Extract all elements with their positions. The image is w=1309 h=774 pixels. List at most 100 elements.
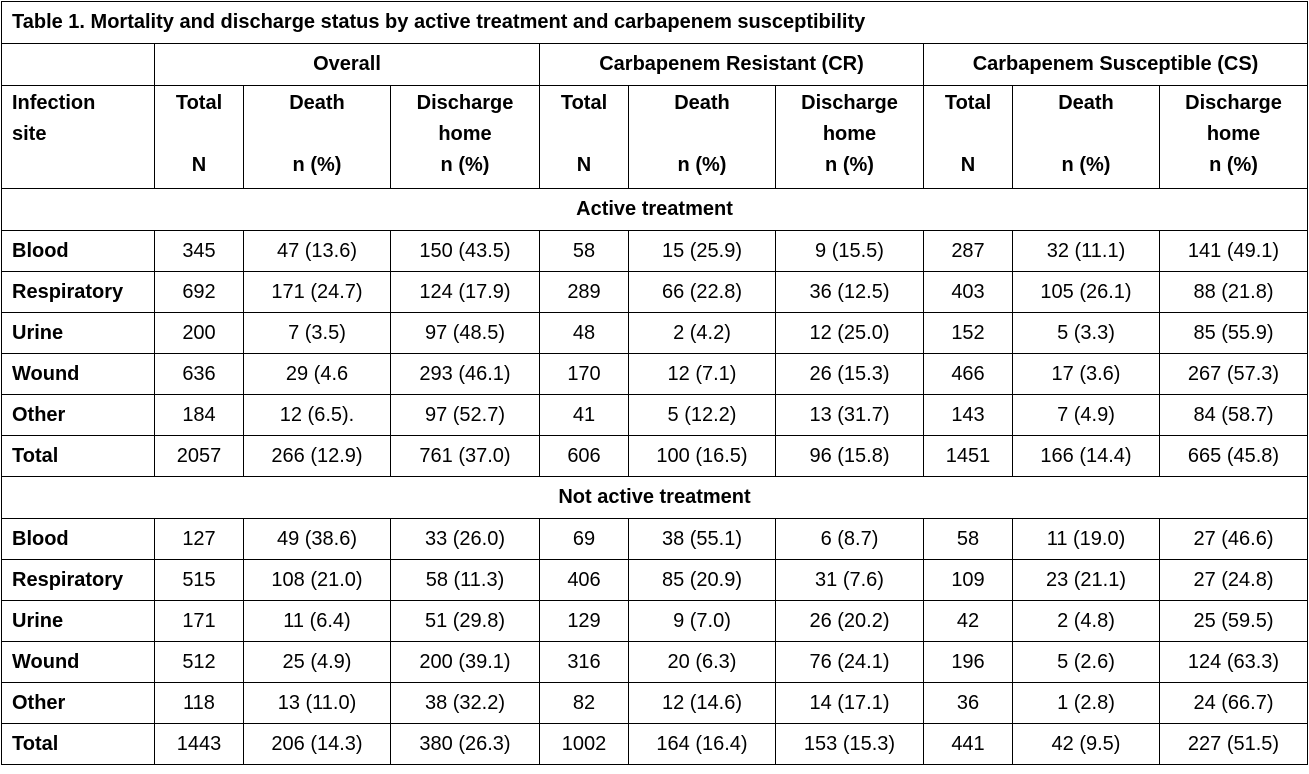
column-header-line [155, 119, 243, 150]
table-row: Blood 127 49 (38.6) 33 (26.0) 69 38 (55.1) 6 (… [1, 518, 1309, 560]
table-cell: 15 (25.9) [628, 230, 776, 272]
table-cell: 24 (66.7) [1158, 682, 1309, 724]
table-row: Blood 345 47 (13.6) 150 (43.5) 58 15 (25.9) 9 … [1, 230, 1309, 272]
table-cell: 227 (51.5) [1158, 723, 1309, 765]
table-title: Table 1. Mortality and discharge status … [0, 1, 1309, 44]
table-cell: 170 [539, 353, 629, 395]
table-cell: 466 [923, 353, 1013, 395]
table-cell: 761 (37.0) [390, 435, 540, 477]
column-header-line: n (%) [292, 154, 342, 176]
table-row: Respiratory 692 171 (24.7) 124 (17.9) 289 66 … [1, 271, 1309, 313]
column-header-line: Death [674, 92, 730, 114]
table-cell: 1002 [539, 723, 629, 765]
table-cell: 171 [154, 600, 244, 642]
table-cell: 206 (14.3) [243, 723, 391, 765]
table-cell: 515 [154, 559, 244, 601]
table-cell: 141 (49.1) [1158, 230, 1309, 272]
table-cell: 636 [154, 353, 244, 395]
table-cell: 287 [923, 230, 1013, 272]
table-cell: 129 [539, 600, 629, 642]
row-label: Respiratory [1, 559, 155, 601]
table-cell: 41 [539, 394, 629, 436]
row-label: Wound [1, 641, 155, 683]
table-cell: 184 [154, 394, 244, 436]
table-cell: 200 [154, 312, 244, 354]
column-header-line: Infection [12, 92, 96, 114]
column-header: Death n (%) [628, 85, 776, 189]
row-label: Respiratory [1, 271, 155, 313]
table-cell: 49 (38.6) [243, 518, 391, 560]
table-cell: 1443 [154, 723, 244, 765]
column-header-line: n (%) [1209, 154, 1258, 176]
table-cell: 27 (24.8) [1158, 559, 1309, 601]
table-cell: 5 (2.6) [1012, 641, 1160, 683]
table-cell: 97 (48.5) [390, 312, 540, 354]
table-cell: 58 [923, 518, 1013, 560]
column-header-line: N [960, 154, 976, 176]
table-cell: 48 [539, 312, 629, 354]
table-cell: 38 (32.2) [390, 682, 540, 724]
table-cell: 33 (26.0) [390, 518, 540, 560]
column-header-line [629, 119, 775, 150]
group-header-overall: Overall [154, 43, 540, 86]
table-cell: 9 (15.5) [775, 230, 924, 272]
table-row: Respiratory 515 108 (21.0) 58 (11.3) 406 85 (… [1, 559, 1309, 601]
table-cell: 293 (46.1) [390, 353, 540, 395]
table-cell: 84 (58.7) [1158, 394, 1309, 436]
table-cell: 11 (19.0) [1012, 518, 1160, 560]
table-cell: 692 [154, 271, 244, 313]
table-cell: 606 [539, 435, 629, 477]
column-header: Total N [923, 85, 1013, 189]
table-cell: 23 (21.1) [1012, 559, 1160, 601]
table-cell: 82 [539, 682, 629, 724]
column-header-line [244, 119, 390, 150]
table-cell: 5 (3.3) [1012, 312, 1160, 354]
table-cell: 38 (55.1) [628, 518, 776, 560]
table-cell: 512 [154, 641, 244, 683]
table-cell: 100 (16.5) [628, 435, 776, 477]
table-cell: 7 (3.5) [243, 312, 391, 354]
column-header-line [924, 119, 1012, 150]
column-header: Discharge home n (%) [1158, 85, 1309, 189]
table-row: Wound 636 29 (4.6 293 (46.1) 170 12 (7.1) 26 (… [1, 353, 1309, 395]
table-cell: 196 [923, 641, 1013, 683]
table-row: Urine 200 7 (3.5) 97 (48.5) 48 2 (4.2) 12 (25.… [1, 312, 1309, 354]
column-header-line: home [1206, 123, 1261, 145]
table-cell: 124 (63.3) [1158, 641, 1309, 683]
table-cell: 85 (20.9) [628, 559, 776, 601]
column-header-line [1013, 119, 1159, 150]
column-header-line: home [822, 123, 877, 145]
table-cell: 17 (3.6) [1012, 353, 1160, 395]
table-cell: 47 (13.6) [243, 230, 391, 272]
table-cell: 2 (4.2) [628, 312, 776, 354]
table-cell: 7 (4.9) [1012, 394, 1160, 436]
column-header-line: Discharge [801, 92, 898, 114]
table-cell: 36 (12.5) [775, 271, 924, 313]
table-cell: 127 [154, 518, 244, 560]
table-cell: 12 (25.0) [775, 312, 924, 354]
table-cell: 96 (15.8) [775, 435, 924, 477]
table-cell: 2057 [154, 435, 244, 477]
column-header-line: site [12, 123, 47, 145]
table-row: Other 118 13 (11.0) 38 (32.2) 82 12 (14.6) 14 … [1, 682, 1309, 724]
table-cell: 25 (4.9) [243, 641, 391, 683]
table-cell: 12 (6.5). [243, 394, 391, 436]
table-cell: 200 (39.1) [390, 641, 540, 683]
column-header: Discharge home n (%) [775, 85, 924, 189]
column-header-line: Death [1058, 92, 1114, 114]
section-header: Active treatment [0, 188, 1309, 231]
table-cell: 85 (55.9) [1158, 312, 1309, 354]
table-cell: 105 (26.1) [1012, 271, 1160, 313]
row-label: Urine [1, 600, 155, 642]
table-cell: 26 (15.3) [775, 353, 924, 395]
section-header: Not active treatment [0, 476, 1309, 519]
table-cell: 153 (15.3) [775, 723, 924, 765]
table-cell: 403 [923, 271, 1013, 313]
column-header-line: n (%) [440, 154, 490, 176]
column-header-line [540, 119, 628, 150]
table-cell: 143 [923, 394, 1013, 436]
column-header-line: N [576, 154, 592, 176]
table-cell: 58 [539, 230, 629, 272]
table-cell: 66 (22.8) [628, 271, 776, 313]
table-row: Urine 171 11 (6.4) 51 (29.8) 129 9 (7.0) 26 (2… [1, 600, 1309, 642]
